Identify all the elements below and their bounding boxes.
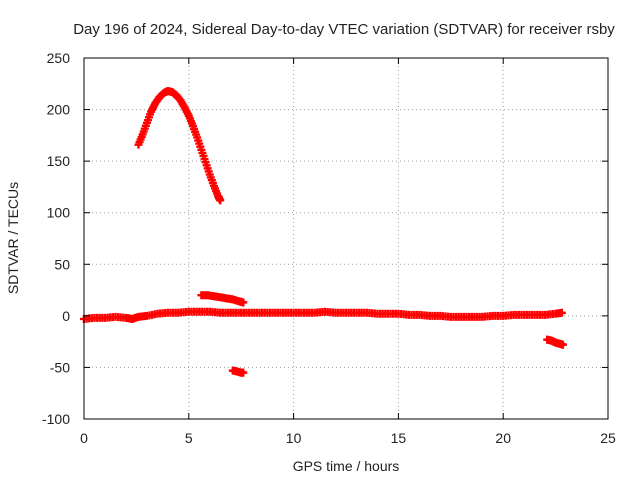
y-tick-label: 150 xyxy=(47,153,71,169)
grid xyxy=(84,58,608,419)
data-point xyxy=(239,368,248,377)
series-baseline xyxy=(80,307,566,323)
series-arc-high xyxy=(134,87,225,205)
x-tick-label: 15 xyxy=(391,430,407,446)
x-tick-label: 20 xyxy=(495,430,511,446)
y-tick-label: -100 xyxy=(42,411,70,427)
series-arc-low xyxy=(228,366,248,377)
data-points xyxy=(80,87,567,377)
y-tick-label: 200 xyxy=(47,102,71,118)
plot-frame xyxy=(83,57,609,420)
x-axis-label: GPS time / hours xyxy=(293,458,400,474)
data-point xyxy=(239,298,248,307)
chart-title: Day 196 of 2024, Sidereal Day-to-day VTE… xyxy=(73,21,615,38)
y-tick-label: 50 xyxy=(54,256,70,272)
series-arc-mid xyxy=(197,291,248,307)
y-tick-label: 0 xyxy=(62,308,70,324)
x-tick-label: 5 xyxy=(185,430,193,446)
data-point xyxy=(216,196,225,205)
y-axis-label: SDTVAR / TECUs xyxy=(5,182,21,294)
x-tick-label: 25 xyxy=(600,430,616,446)
y-tick-label: 250 xyxy=(47,50,71,66)
data-point xyxy=(557,308,566,317)
axis-ticks: -100 -50 0 50 100 150 200 250 0 5 10 15 20 25 xyxy=(42,50,616,446)
series-arc-end xyxy=(543,335,567,349)
y-tick-label: -50 xyxy=(50,359,70,375)
y-tick-label: 100 xyxy=(47,205,71,221)
x-tick-label: 10 xyxy=(286,430,302,446)
data-point xyxy=(558,340,567,349)
x-tick-label: 0 xyxy=(80,430,88,446)
